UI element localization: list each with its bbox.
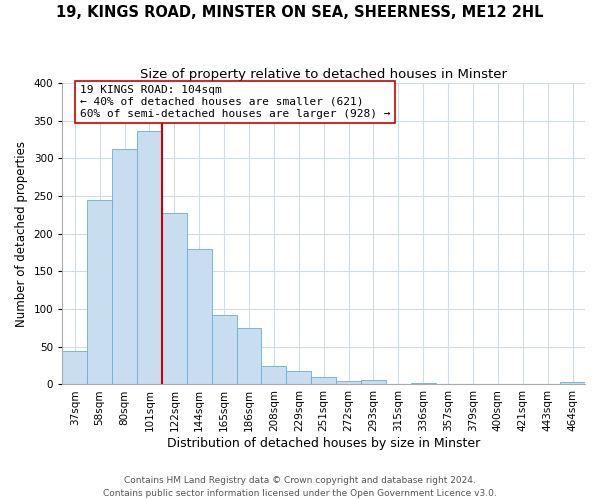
Bar [212, 315, 236, 384]
Bar [62, 352, 87, 384]
Bar [162, 212, 187, 384]
Bar [411, 383, 436, 384]
Bar [262, 366, 286, 384]
Bar [112, 148, 137, 384]
Bar [311, 377, 336, 384]
Bar [87, 200, 112, 384]
Bar [137, 132, 162, 384]
Bar [336, 382, 361, 384]
Text: Contains HM Land Registry data © Crown copyright and database right 2024.
Contai: Contains HM Land Registry data © Crown c… [103, 476, 497, 498]
Bar [361, 380, 386, 384]
Text: 19, KINGS ROAD, MINSTER ON SEA, SHEERNESS, ME12 2HL: 19, KINGS ROAD, MINSTER ON SEA, SHEERNES… [56, 5, 544, 20]
Bar [187, 249, 212, 384]
X-axis label: Distribution of detached houses by size in Minster: Distribution of detached houses by size … [167, 437, 480, 450]
Text: 19 KINGS ROAD: 104sqm
← 40% of detached houses are smaller (621)
60% of semi-det: 19 KINGS ROAD: 104sqm ← 40% of detached … [80, 86, 390, 118]
Bar [286, 371, 311, 384]
Y-axis label: Number of detached properties: Number of detached properties [15, 141, 28, 327]
Bar [236, 328, 262, 384]
Title: Size of property relative to detached houses in Minster: Size of property relative to detached ho… [140, 68, 507, 80]
Bar [560, 382, 585, 384]
